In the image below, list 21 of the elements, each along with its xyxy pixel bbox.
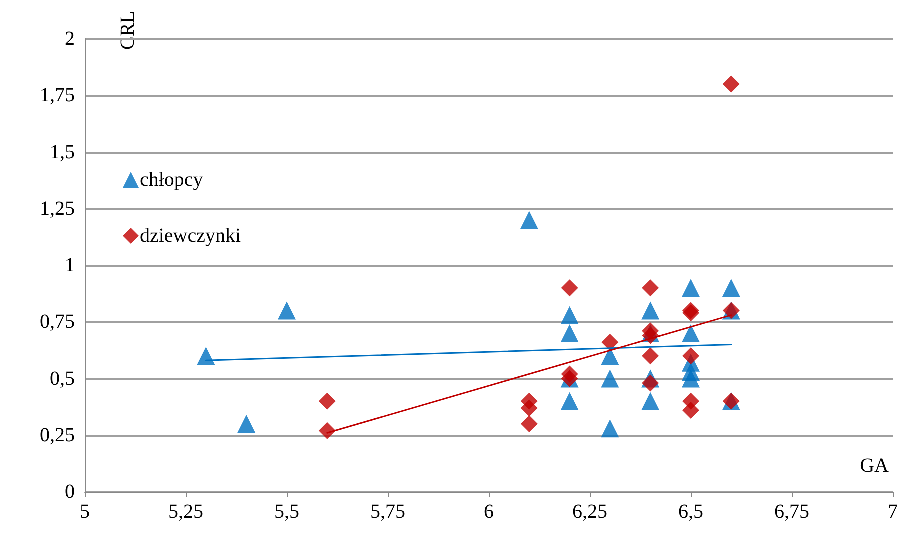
y-tick-label: 0: [65, 481, 75, 503]
x-tick-label: 5,75: [370, 501, 406, 523]
x-tick-label: 5: [80, 501, 90, 523]
legend-label: dziewczynki: [140, 225, 242, 247]
x-tick-label: 7: [888, 501, 898, 523]
y-tick-label: 0,25: [40, 424, 75, 446]
x-tick-label: 5,5: [274, 501, 300, 523]
x-axis-title: GA: [860, 455, 890, 477]
x-tick-label: 6: [484, 501, 494, 523]
y-tick-label: 1,75: [40, 84, 75, 107]
x-tick-label: 6,25: [572, 501, 608, 523]
y-tick-label: 0,75: [40, 311, 75, 334]
x-tick-label: 6,5: [678, 501, 704, 523]
x-tick-label: 5,25: [168, 501, 204, 523]
y-tick-label: 1,25: [40, 198, 75, 220]
y-tick-label: 1,5: [50, 141, 75, 164]
y-tick-label: 2: [65, 28, 75, 50]
legend-label: chłopcy: [140, 169, 204, 191]
y-tick-label: 0,5: [50, 368, 75, 390]
y-tick-label: 1: [65, 254, 75, 276]
x-tick-label: 6,75: [774, 501, 810, 523]
